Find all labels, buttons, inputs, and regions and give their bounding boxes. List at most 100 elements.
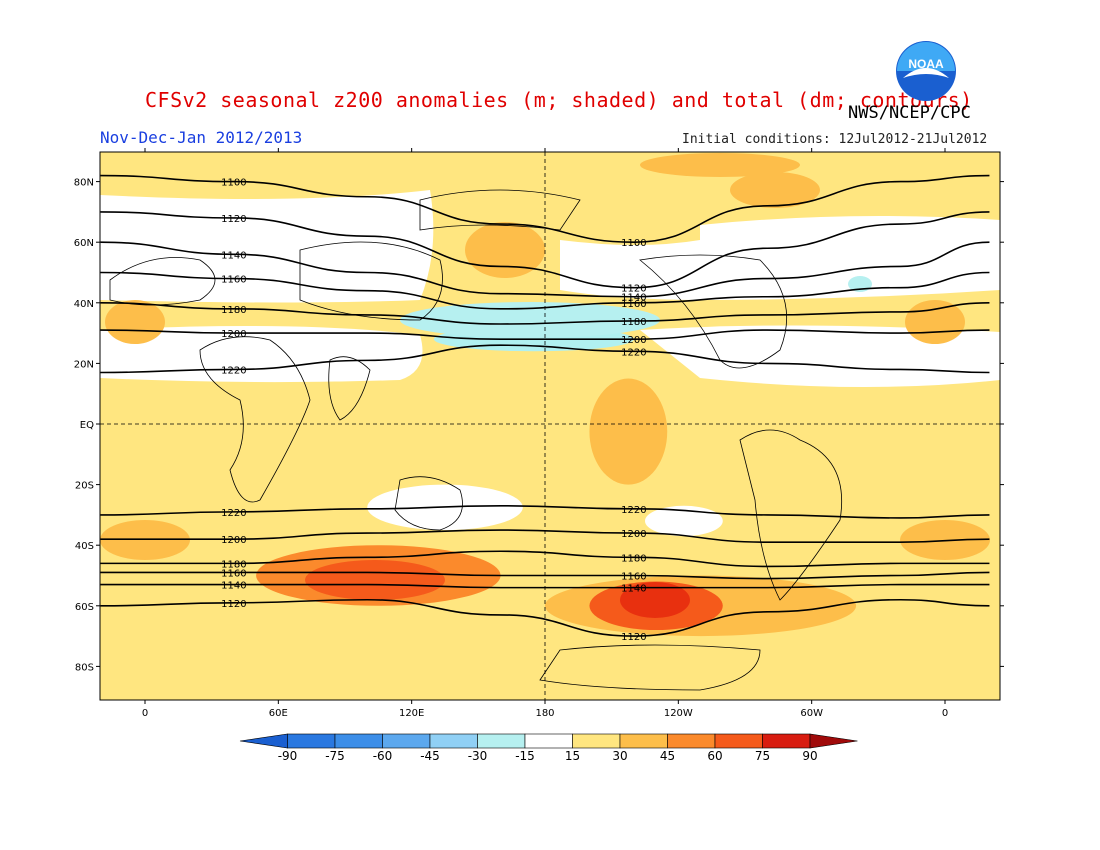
colorbar-segment <box>572 733 621 749</box>
contour-label: 1120 <box>621 284 646 295</box>
contour-label: 1200 <box>621 529 646 540</box>
anomaly-region <box>100 520 190 560</box>
colorbar-label: 30 <box>612 749 627 763</box>
lat-label: 80S <box>75 662 94 673</box>
lat-label: 80N <box>74 178 94 189</box>
contour-label: 1160 <box>221 568 246 579</box>
anomaly-region <box>589 378 668 485</box>
contour-line <box>100 271 990 310</box>
contour-line <box>100 583 990 589</box>
coastline <box>639 254 788 369</box>
contour-label: 1180 <box>221 559 246 570</box>
map-area: 1100110011201120114011401160116011801180… <box>100 152 1000 700</box>
logo-text: NOAA <box>908 57 944 71</box>
anomaly-region <box>105 300 165 344</box>
lat-label: 40N <box>74 299 94 310</box>
contour-line <box>100 174 990 244</box>
lon-label: 0 <box>942 708 948 719</box>
lon-label: 60E <box>269 708 288 719</box>
contour-label: 1180 <box>621 317 646 328</box>
colorbar: -90 -75 -60 -45 -30 -15 15 30 45 60 75 90 <box>239 733 858 763</box>
lon-label: 60W <box>800 708 823 719</box>
colorbar-label: -75 <box>325 749 345 763</box>
map-title: CFSv2 seasonal z200 anomalies (m; shaded… <box>145 88 973 112</box>
colorbar-segment <box>619 733 668 749</box>
lat-label: 40S <box>75 541 94 552</box>
lat-label: 20N <box>74 359 94 370</box>
weak-anomaly-region <box>100 190 434 303</box>
contour-label: 1140 <box>621 584 646 595</box>
anomaly-region <box>645 505 723 537</box>
contour-line <box>100 505 990 519</box>
weak-anomaly-region <box>100 326 423 383</box>
map-panel: 1100110011201120114011401160116011801180… <box>74 148 1004 719</box>
lon-label: 0 <box>142 708 148 719</box>
contour-label: 1140 <box>221 581 246 592</box>
coastline <box>739 429 843 601</box>
lat-label: 60N <box>74 238 94 249</box>
contour-label: 1120 <box>221 214 246 225</box>
anomaly-region <box>305 560 445 600</box>
colorbar-label: -15 <box>515 749 535 763</box>
contour-label: 1100 <box>621 238 646 249</box>
anomaly-region <box>400 302 660 338</box>
contour-label: 1220 <box>621 505 646 516</box>
contour-line <box>100 211 990 289</box>
contour-label: 1200 <box>221 535 246 546</box>
contour-label: 1220 <box>221 508 246 519</box>
coastline <box>328 356 371 421</box>
lon-label: 120W <box>664 708 693 719</box>
agency-label: NWS/NCEP/CPC <box>848 103 971 123</box>
colorbar-segment <box>477 733 526 749</box>
contour-label: 1140 <box>221 250 246 261</box>
colorbar-segment <box>714 733 763 749</box>
colorbar-segment <box>334 733 383 749</box>
contour-line <box>100 302 990 325</box>
contour-label: 1100 <box>221 178 246 189</box>
colorbar-label: -60 <box>373 749 393 763</box>
contour-line <box>100 344 990 374</box>
contour-label: 1120 <box>221 599 246 610</box>
lat-label: EQ <box>80 420 94 431</box>
contour-label: 1220 <box>621 347 646 358</box>
colorbar-arrow-right <box>809 733 858 749</box>
contour-line <box>100 529 990 543</box>
contour-label: 1220 <box>221 365 246 376</box>
anomaly-region <box>730 172 820 208</box>
colorbar-label: -45 <box>420 749 440 763</box>
contour-label: 1160 <box>221 275 246 286</box>
weak-anomaly-region <box>640 325 1000 388</box>
contour-label: 1120 <box>621 632 646 643</box>
contour-line <box>100 550 990 568</box>
colorbar-segment <box>382 733 431 749</box>
colorbar-label: 15 <box>565 749 580 763</box>
colorbar-label: 75 <box>755 749 770 763</box>
contour-line <box>100 598 990 637</box>
anomaly-region <box>465 222 545 278</box>
colorbar-segment <box>287 733 336 749</box>
colorbar-label: -30 <box>468 749 488 763</box>
colorbar-label: -90 <box>278 749 298 763</box>
lat-label: 20S <box>75 481 94 492</box>
coastline <box>199 336 311 503</box>
lon-label: 180 <box>535 708 554 719</box>
contour-label: 1180 <box>621 553 646 564</box>
colorbar-arrow-left <box>239 733 288 749</box>
colorbar-segment <box>762 733 811 749</box>
colorbar-segment <box>667 733 716 749</box>
contour-line <box>100 241 990 298</box>
contour-label: 1200 <box>621 335 646 346</box>
initial-conditions: Initial conditions: 12Jul2012-21Jul2012 <box>682 132 988 147</box>
contour-label: 1180 <box>221 305 246 316</box>
coastline <box>539 644 761 691</box>
noaa-logo: NOAA <box>896 41 956 101</box>
anomaly-region <box>905 300 965 344</box>
contour-label: 1140 <box>621 293 646 304</box>
contour-label: 1160 <box>621 299 646 310</box>
colorbar-label: 60 <box>707 749 722 763</box>
anomaly-region <box>640 153 800 177</box>
anomaly-max-region <box>620 582 690 618</box>
colorbar-segment <box>524 733 573 749</box>
colorbar-label: 90 <box>802 749 817 763</box>
